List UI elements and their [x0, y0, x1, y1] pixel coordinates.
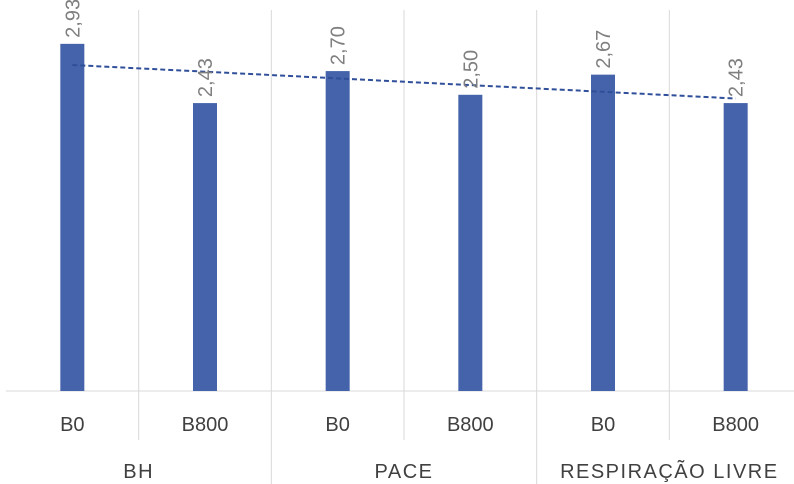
trendline — [72, 63, 736, 100]
value-label: 2,43 — [195, 58, 217, 97]
category-label: B0 — [591, 414, 615, 436]
bar-series — [60, 43, 748, 392]
category-label: B800 — [447, 414, 494, 436]
value-label: 2,43 — [726, 58, 748, 97]
bar — [591, 74, 615, 392]
value-label: 2,93 — [62, 0, 84, 38]
category-label: B800 — [712, 414, 759, 436]
bar — [458, 94, 483, 392]
value-label: 2,50 — [460, 50, 482, 89]
category-label: B800 — [182, 414, 229, 436]
bar — [60, 43, 85, 392]
category-label: B0 — [325, 414, 349, 436]
category-labels: B0 B800 B0 B800 B0 B800 — [60, 414, 759, 436]
bar — [325, 71, 350, 391]
group-label: PACE — [375, 461, 434, 483]
bar — [723, 103, 748, 391]
category-label: B0 — [60, 414, 84, 436]
value-labels: 2,93 2,43 2,70 2,50 2,67 2,43 — [62, 0, 747, 97]
group-label: BH — [123, 461, 154, 483]
group-labels: BH PACE RESPIRAÇÃO LIVRE — [123, 459, 779, 483]
value-label: 2,70 — [328, 26, 350, 65]
group-label: RESPIRAÇÃO LIVRE — [560, 459, 779, 483]
value-label: 2,67 — [593, 30, 615, 69]
trendline-layer — [72, 63, 736, 100]
bar — [193, 103, 217, 391]
